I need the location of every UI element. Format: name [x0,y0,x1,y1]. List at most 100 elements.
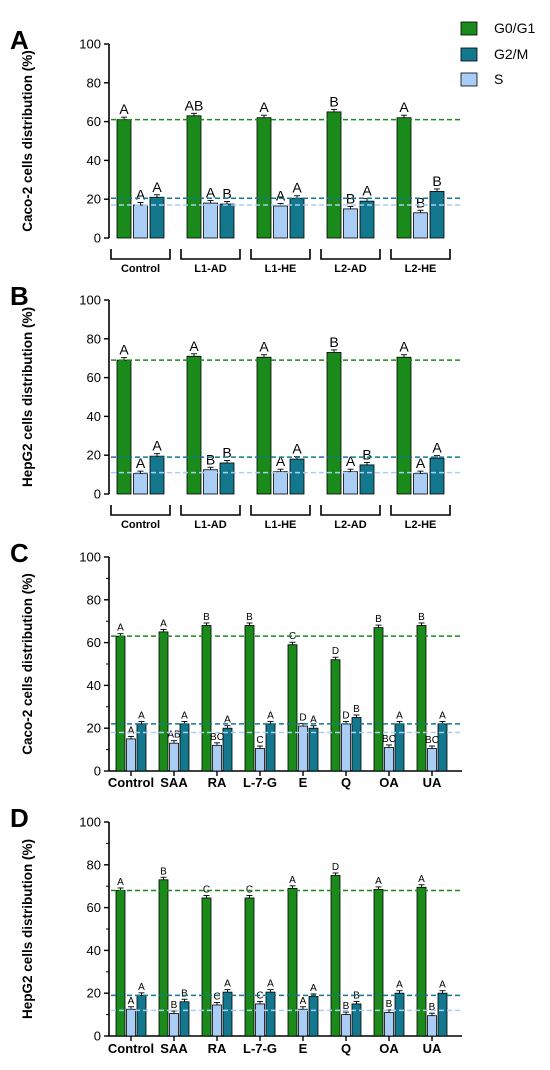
legend: G0/G1 G2/M S [460,20,535,87]
bar-g0-g1-control [115,635,126,772]
panel-letter: A [10,25,29,55]
significance-letter: A [375,876,382,887]
bar-g2-m-l1-ad [219,462,235,495]
legend-label-g0-g1: G0/G1 [494,20,535,36]
significance-letter: A [418,874,425,885]
bar-g2-m-l2-ad [359,200,375,239]
bar-s-l1-ad [203,202,218,239]
bar-g2-m-q [351,1003,362,1037]
bar-s-q [341,1014,351,1037]
significance-letter: B [429,1002,436,1013]
significance-letter: A [128,996,135,1007]
bar-s-l2-ad [343,208,358,239]
bar-g2-m-oa [394,723,405,772]
category-label-ra: RA [208,1041,227,1056]
significance-letter: A [396,980,403,991]
significance-letter: A [138,982,145,993]
category-bracket [180,249,241,260]
bar-g2-m-control [149,196,165,239]
significance-letter: A [136,455,146,471]
y-tick-label: 60 [87,370,101,385]
panel-letter: C [10,538,29,568]
bar-g2-m-ua [437,992,448,1037]
bar-g2-m-l1-ad [219,203,235,239]
significance-letter: A [300,996,307,1007]
category-label-control: Control [108,775,154,790]
bar-g0-g1-control [115,890,126,1037]
category-label-l2-he: L2-HE [405,519,437,531]
y-tick-label: 20 [87,721,101,736]
category-label-q: Q [341,1041,351,1056]
bar-s-l-7-g [255,748,265,772]
bar-s-l1-he [273,471,288,495]
significance-letter: A [138,710,145,721]
category-label-l-7-g: L-7-G [243,1041,277,1056]
category-bracket [390,249,451,260]
significance-letter: B [171,1000,178,1011]
legend-swatch-g0-g1 [460,21,478,36]
y-tick-label: 20 [87,192,101,207]
bar-g0-g1-q [330,875,341,1037]
bar-g0-g1-l2-he [396,356,412,495]
bar-g0-g1-q [330,659,341,772]
y-tick-label: 20 [87,448,101,463]
significance-letter: BC [425,735,439,746]
bar-g0-g1-l-7-g [244,625,255,772]
significance-letter: A [399,99,409,115]
significance-letter: C [289,631,296,642]
bar-g0-g1-control [116,119,132,239]
y-tick-label: 80 [87,331,101,346]
bar-g2-m-oa [394,992,405,1037]
significance-letter: A [181,710,188,721]
y-tick-label: 0 [94,764,101,779]
significance-letter: A [439,710,446,721]
significance-letter: A [117,877,124,888]
y-axis-label: Caco-2 cells distribution (%) [20,50,35,232]
bar-g2-m-ra [222,991,233,1037]
category-bracket [250,505,311,516]
significance-letter: A [160,618,167,629]
bar-g2-m-ua [437,723,448,772]
y-tick-label: 80 [87,75,101,90]
significance-letter: A [119,342,129,358]
bar-s-control [126,1008,136,1037]
bar-s-saa [169,1013,179,1037]
significance-letter: A [399,339,409,355]
significance-letter: B [432,173,441,189]
bar-g2-m-control [136,723,147,772]
y-axis-label: HepG2 cells distribution (%) [20,839,35,1019]
significance-letter: B [416,194,425,210]
bar-g0-g1-l2-ad [326,111,342,239]
significance-letter: BC [382,734,396,745]
bar-g0-g1-l1-ad [186,115,202,239]
category-label-l2-ad: L2-AD [334,519,366,531]
category-label-saa: SAA [160,1041,188,1056]
category-bracket [110,249,171,260]
significance-letter: D [342,710,349,721]
category-label-l1-he: L1-HE [265,263,297,275]
significance-letter: A [136,187,146,203]
y-tick-label: 40 [87,678,101,693]
bar-s-control [126,738,136,772]
significance-letter: B [375,614,382,625]
bar-g0-g1-saa [158,879,169,1037]
bar-s-control [133,473,148,495]
bar-g0-g1-control [116,359,132,495]
category-label-l1-he: L1-HE [265,519,297,531]
significance-letter: A [276,187,286,203]
significance-letter: C [203,884,210,895]
category-label-q: Q [341,775,351,790]
legend-swatch-g2-m [460,47,478,62]
bar-g2-m-l1-he [289,197,305,239]
category-label-l1-ad: L1-AD [194,519,226,531]
bar-s-q [341,723,351,772]
bar-g0-g1-e [287,644,298,772]
significance-letter: D [332,862,339,873]
bar-g2-m-e [308,727,319,772]
significance-letter: A [439,980,446,991]
significance-letter: B [203,612,210,623]
